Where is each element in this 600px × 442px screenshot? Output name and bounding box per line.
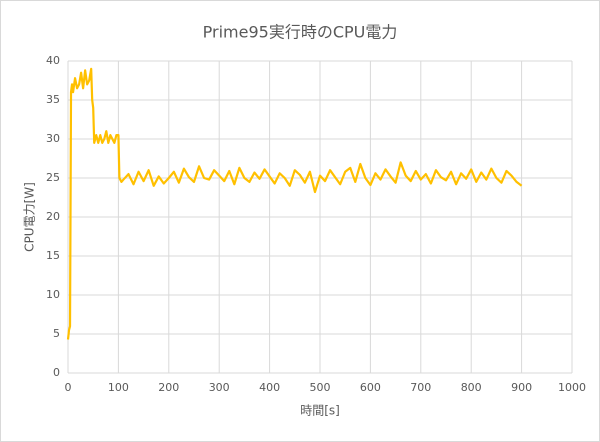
y-tick-label: 40 [46, 54, 60, 67]
x-tick-label: 900 [511, 381, 532, 394]
y-tick-label: 20 [46, 210, 60, 223]
x-tick-label: 400 [259, 381, 280, 394]
x-tick-label: 800 [461, 381, 482, 394]
x-tick-label: 600 [360, 381, 381, 394]
x-tick-label: 300 [209, 381, 230, 394]
y-tick-label: 0 [53, 366, 60, 379]
x-tick-label: 100 [108, 381, 129, 394]
x-tick-label: 200 [158, 381, 179, 394]
data-line [66, 67, 523, 340]
y-tick-label: 30 [46, 132, 60, 145]
y-tick-label: 25 [46, 171, 60, 184]
x-tick-label: 0 [65, 381, 72, 394]
y-tick-label: 35 [46, 93, 60, 106]
chart-title: Prime95実行時のCPU電力 [203, 23, 398, 42]
x-tick-label: 1000 [558, 381, 586, 394]
y-tick-label: 10 [46, 288, 60, 301]
x-tick-label: 700 [410, 381, 431, 394]
y-axis-label: CPU電力[W] [23, 182, 37, 252]
y-tick-label: 15 [46, 249, 60, 262]
y-tick-label: 5 [53, 327, 60, 340]
x-tick-label: 500 [310, 381, 331, 394]
x-axis-label: 時間[s] [300, 404, 340, 418]
